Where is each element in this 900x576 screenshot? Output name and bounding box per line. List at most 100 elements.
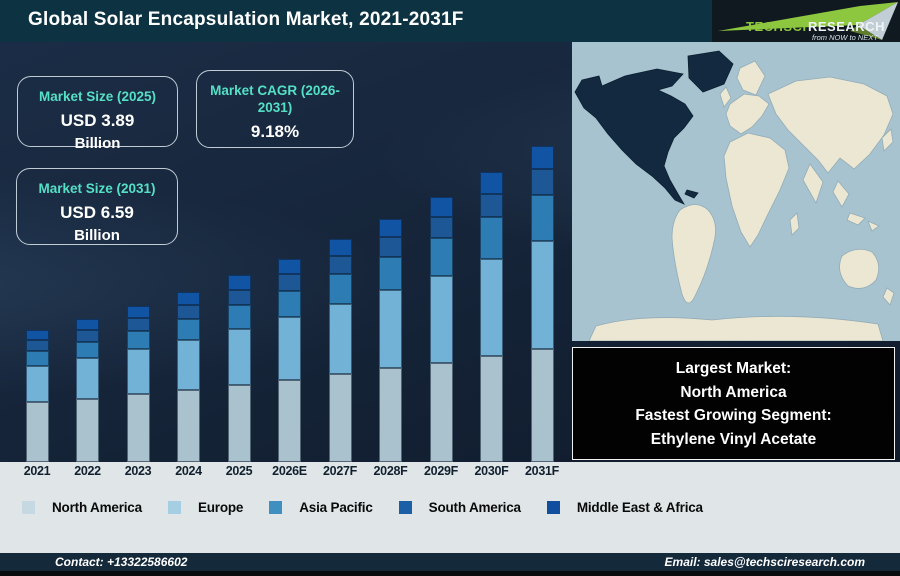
bar-segment-middle-east-africa <box>25 330 49 341</box>
info-box-label: Market Size (2025) <box>38 89 157 104</box>
map-indonesia-east <box>867 220 880 232</box>
bar-segment-asia-pacific <box>76 341 99 359</box>
bar-segment-north-america <box>328 374 352 462</box>
x-axis-label-2022: 2022 <box>74 464 101 478</box>
bar-segment-europe <box>227 328 251 385</box>
bar-segment-south-america <box>480 193 503 218</box>
world-map-graphic <box>572 42 900 342</box>
bar-segment-asia-pacific <box>530 194 554 242</box>
bar-2024 <box>177 291 200 462</box>
title-bar: Global Solar Encapsulation Market, 2021-… <box>0 0 900 42</box>
bar-segment-asia-pacific <box>177 318 200 340</box>
bar-segment-north-america <box>429 362 453 462</box>
x-axis-label-2026E: 2026E <box>272 464 307 478</box>
map-japan <box>881 128 894 152</box>
map-new-zealand <box>882 287 895 306</box>
highlight-line: Ethylene Vinyl Acetate <box>650 430 817 448</box>
map-se-asia <box>832 180 850 208</box>
bar-segment-asia-pacific <box>379 257 402 291</box>
x-axis-label-2024: 2024 <box>175 464 202 478</box>
legend-swatch-icon <box>167 501 181 514</box>
bar-segment-asia-pacific <box>126 330 150 350</box>
map-indonesia-west <box>846 212 866 226</box>
info-box-value: USD 6.59 <box>60 203 134 222</box>
bar-segment-asia-pacific <box>25 351 49 367</box>
map-asia <box>767 76 894 174</box>
bar-segment-europe <box>278 317 301 380</box>
bar-segment-north-america <box>480 355 503 462</box>
bar-segment-south-america <box>530 169 554 195</box>
legend-item-north-america: North America <box>22 500 142 515</box>
bar-segment-north-america <box>227 384 251 462</box>
bottom-edge <box>0 571 900 576</box>
map-europe <box>725 93 770 135</box>
legend-label: North America <box>52 500 142 515</box>
bar-2025 <box>227 275 251 462</box>
bar-segment-europe <box>480 258 503 356</box>
map-greenland <box>687 50 734 93</box>
info-box-market-size-2031: Market Size (2031) USD 6.59 Billion <box>16 168 178 245</box>
bar-segment-europe <box>25 366 49 403</box>
bar-2021 <box>25 330 49 462</box>
x-axis-label-2031F: 2031F <box>525 464 559 478</box>
bar-segment-north-america <box>126 394 150 462</box>
bar-segment-europe <box>76 358 99 399</box>
legend-swatch-icon <box>22 501 35 514</box>
x-axis-label-2029F: 2029F <box>424 464 458 478</box>
legend-item-middle-east-africa: Middle East & Africa <box>546 500 703 515</box>
bottom-strip: 2021 2022 2023 2024 2025 2026E 2027F 2028F 2029F… <box>0 462 900 553</box>
x-axis-labels: 2021 2022 2023 2024 2025 2026E 2027F 2028F 2029F… <box>0 462 572 482</box>
info-box-value: 9.18% <box>250 122 300 141</box>
legend-item-asia-pacific: Asia Pacific <box>269 500 373 515</box>
x-axis-label-2028F: 2028F <box>373 464 408 478</box>
map-south-america <box>671 204 716 304</box>
legend-item-south-america: South America <box>398 500 521 515</box>
bar-segment-south-america <box>429 216 453 239</box>
techsci-logo-graphic: TECHSCI RESEARCH from NOW to NEXT <box>718 2 898 42</box>
bar-segment-middle-east-africa <box>177 291 200 305</box>
bar-segment-middle-east-africa <box>278 258 301 274</box>
map-continents <box>588 60 895 342</box>
world-map <box>572 42 900 342</box>
info-box-label: Market Size (2031) <box>38 181 156 196</box>
legend-label: Middle East & Africa <box>576 500 703 515</box>
bar-segment-south-america <box>278 273 301 291</box>
bar-segment-europe <box>328 304 352 375</box>
bar-segment-north-america <box>530 349 554 462</box>
map-madagascar <box>789 212 800 236</box>
map-north-america-group <box>574 50 734 205</box>
footer-bar: Contact: +13322586602 Email: sales@techs… <box>0 553 900 571</box>
bar-segment-middle-east-africa <box>227 275 251 290</box>
map-india <box>802 163 824 204</box>
bar-segment-asia-pacific <box>429 238 453 276</box>
info-box-value: USD 3.89 <box>60 111 135 130</box>
bar-segment-north-america <box>177 390 200 462</box>
highlight-box: Largest Market: North America Fastest Gr… <box>572 347 895 460</box>
logo-arrow-icon <box>718 2 898 31</box>
bar-segment-europe <box>429 275 453 363</box>
bar-segment-south-america <box>227 289 251 306</box>
bar-segment-south-america <box>25 340 49 352</box>
map-scandinavia <box>736 60 766 96</box>
highlight-line: North America <box>680 383 787 401</box>
bar-2029F <box>429 196 453 462</box>
techsci-logo: TECHSCI RESEARCH from NOW to NEXT <box>712 0 900 42</box>
footer-contact: Contact: +13322586602 <box>55 555 188 569</box>
bar-segment-europe <box>530 241 554 350</box>
x-axis-label-2027F: 2027F <box>323 464 357 478</box>
map-north-america <box>574 68 694 205</box>
info-box-market-size-2025: Market Size (2025) USD 3.89 Billion <box>17 76 178 152</box>
bar-segment-south-america <box>126 317 150 331</box>
bar-segment-north-america <box>379 368 402 462</box>
bar-2028F <box>379 219 402 462</box>
x-axis-label-2023: 2023 <box>124 464 152 478</box>
bar-segment-north-america <box>76 398 99 462</box>
bar-segment-middle-east-africa <box>328 239 352 257</box>
bar-segment-middle-east-africa <box>429 196 453 217</box>
info-box-market-cagr: Market CAGR (2026-2031) 9.18% <box>196 70 354 148</box>
bar-segment-south-america <box>328 256 352 275</box>
bar-segment-north-america <box>25 402 49 462</box>
logo-tagline: from NOW to NEXT <box>812 33 879 42</box>
x-axis-label-2025: 2025 <box>225 464 253 478</box>
bar-segment-middle-east-africa <box>379 219 402 238</box>
